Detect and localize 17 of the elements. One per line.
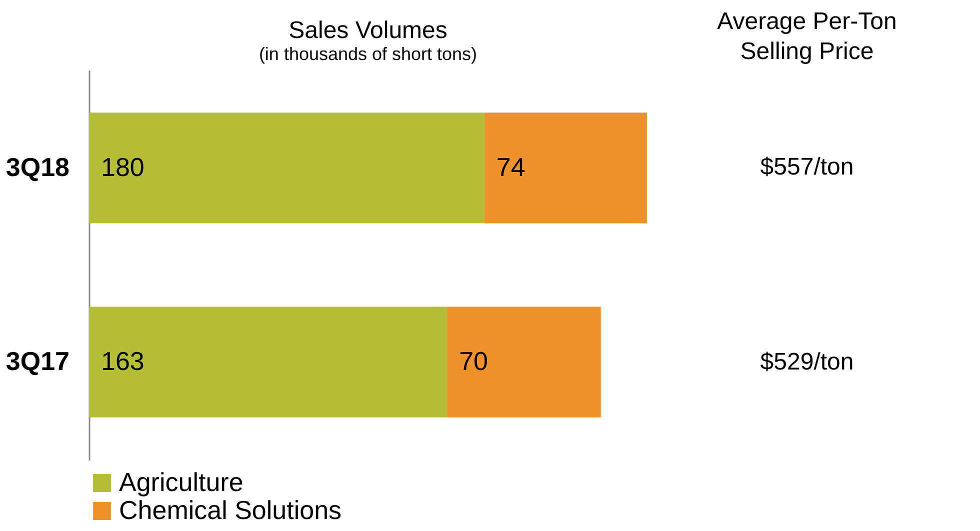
y-tick-label: 3Q18 xyxy=(6,152,70,182)
text: $557/ton xyxy=(760,154,854,180)
data-label: 163 xyxy=(101,346,144,376)
bar xyxy=(89,306,448,418)
bar xyxy=(89,112,484,224)
chart-title: Sales Volumes xyxy=(288,17,448,44)
data-label: 74 xyxy=(496,152,526,182)
text: $529/ton xyxy=(760,348,854,376)
legend-label: Chemical Solutions xyxy=(119,495,342,525)
chart-subtitle: (in thousands of short tons) xyxy=(258,44,478,64)
y-tick-label: 3Q17 xyxy=(6,346,70,376)
text: Average Per-Ton Selling Price xyxy=(717,8,897,65)
data-label: 180 xyxy=(101,152,144,182)
data-label: 70 xyxy=(459,346,488,376)
bar xyxy=(484,112,647,224)
legend-label: Agriculture xyxy=(119,467,244,497)
bar xyxy=(447,306,601,418)
